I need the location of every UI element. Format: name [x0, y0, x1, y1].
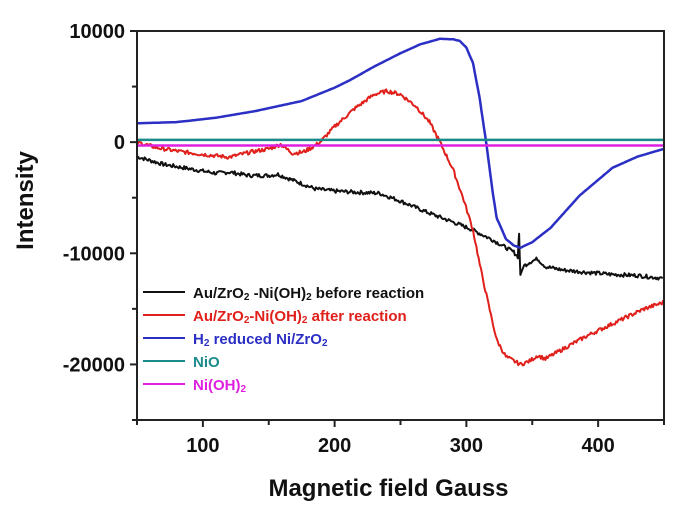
- y-tick-label: 0: [114, 132, 125, 154]
- x-tick-label: 400: [581, 435, 614, 457]
- y-tick-label: -10000: [63, 243, 125, 265]
- series-line-1: [137, 88, 664, 367]
- legend-label: H2 reduced Ni/ZrO2: [193, 331, 328, 349]
- legend-label: NiO: [193, 354, 220, 371]
- series-layer: [137, 37, 664, 367]
- legend-item: H2 reduced Ni/ZrO2: [143, 331, 328, 349]
- x-tick-label: 200: [318, 435, 351, 457]
- legend-label: Ni(OH)2: [193, 377, 247, 395]
- y-tick-label: 10000: [69, 21, 125, 43]
- series-line-0: [137, 155, 664, 281]
- x-tick-label: 300: [450, 435, 483, 457]
- y-tick-label: -20000: [63, 354, 125, 376]
- ticks-layer: 100 200 300 400 10000 0 -10000 -20000: [63, 21, 665, 457]
- x-axis-title: Magnetic field Gauss: [268, 475, 508, 502]
- y-axis-title: Intensity: [12, 151, 39, 250]
- legend-label: Au/ZrO2 -Ni(OH)2 before reaction: [193, 285, 424, 303]
- legend-item: Au/ZrO2 -Ni(OH)2 before reaction: [143, 285, 424, 303]
- legend: Au/ZrO2 -Ni(OH)2 before reaction Au/ZrO2-…: [143, 285, 424, 395]
- legend-item: Ni(OH)2: [143, 377, 247, 395]
- series-line-2: [137, 37, 664, 249]
- x-tick-label: 100: [186, 435, 219, 457]
- legend-item: NiO: [143, 354, 220, 371]
- legend-item: Au/ZrO2-Ni(OH)2 after reaction: [143, 308, 407, 326]
- legend-label: Au/ZrO2-Ni(OH)2 after reaction: [193, 308, 407, 326]
